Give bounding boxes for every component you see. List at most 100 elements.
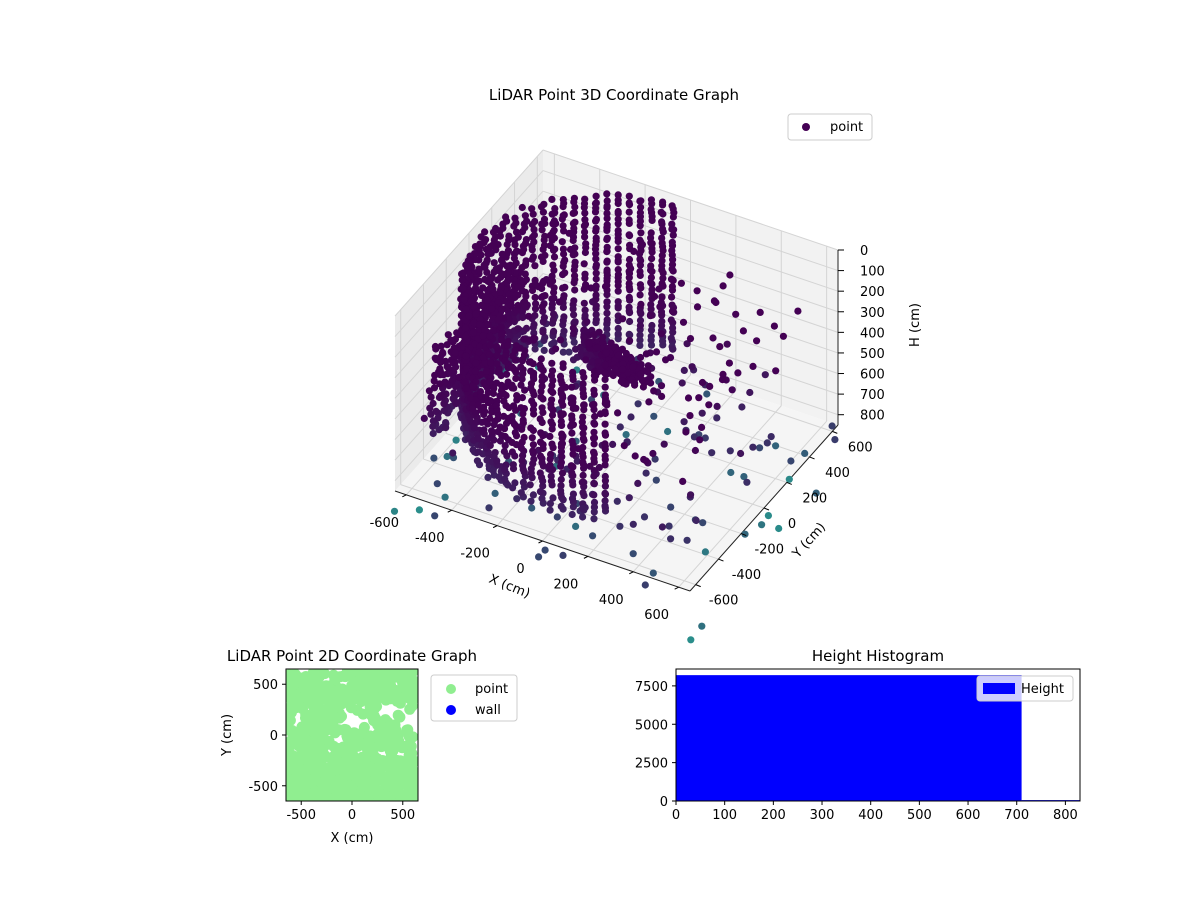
point-3d [502,352,510,360]
point-3d [658,234,666,242]
point-3d [517,363,525,371]
point-3d [590,467,598,475]
y-tick-mark-3d [786,481,792,485]
point-3d [531,345,539,353]
point-3d [625,192,633,200]
point-3d [601,502,609,510]
point-3d [626,337,634,345]
point-3d [592,199,600,207]
point-3d [614,191,622,199]
point-3d [668,282,677,291]
point-3d [466,417,474,425]
point-3d [505,315,513,323]
point-3d [592,192,600,200]
point-3d [592,311,600,319]
point-3d [603,221,611,229]
legend-histogram: Height [976,675,1074,702]
point-3d [603,197,611,205]
y-tick-mark-3d [809,456,815,460]
point-3d [647,326,656,334]
point-3d [743,478,751,486]
point-3d [705,401,713,409]
point-3d [614,335,622,343]
point-3d [647,234,655,242]
point-3d [651,455,659,463]
point-3d [512,219,520,227]
y-tick-label-3d: -200 [754,543,784,558]
point-3d [426,404,434,412]
point-3d [659,337,667,345]
x-tick-mark-3d [674,586,679,590]
point-3d [625,494,633,502]
point-3d [541,219,549,228]
point-3d [601,489,609,497]
point-3d [530,238,538,246]
y-tick-label-3d: -400 [732,568,762,583]
point-3d [518,457,526,465]
point-3d [494,428,502,436]
point-3d [537,387,545,395]
point-3d [667,316,675,324]
point-3d [592,255,600,263]
legend-2d-wall-marker [446,705,456,715]
chart-3d-title: LiDAR Point 3D Coordinate Graph [489,86,739,104]
point-3d [547,477,556,485]
point-2d [334,671,346,683]
point-3d [636,261,645,269]
point-3d [603,266,611,274]
point-3d [761,371,769,379]
point-3d [613,497,621,505]
point-3d [636,197,644,205]
x-tick-label-3d: -200 [460,547,490,562]
point-3d [669,324,677,332]
point-3d [541,546,549,554]
point-3d [550,226,558,234]
x-tick-mark-3d [492,525,498,529]
point-3d [441,493,449,501]
point-3d [590,428,598,436]
point-3d [625,199,633,207]
point-2d [378,775,390,786]
point-3d [499,224,507,232]
point-3d [592,224,600,232]
point-3d [492,233,500,241]
point-3d [629,550,637,558]
point-3d [480,403,488,411]
point-3d [550,310,558,318]
point-3d [469,382,477,390]
point-3d [669,213,678,221]
point-3d [540,346,548,354]
point-3d [546,432,554,440]
point-3d [636,281,645,289]
point-2d [402,780,414,792]
point-3d [557,502,565,510]
point-3d [559,363,567,372]
point-3d [538,494,546,503]
point-3d [677,279,686,287]
point-3d [727,468,735,477]
point-3d [659,198,667,206]
point-3d [491,489,499,497]
point-3d [476,343,484,351]
lidar-2d-chart: LiDAR Point 2D Coordinate Graph -500 0 500… [220,647,518,846]
point-3d [527,367,535,375]
point-3d [579,449,587,457]
point-3d [580,333,588,341]
point-3d [517,404,525,412]
y-tick-label-hist: 7500 [635,680,668,695]
point-3d [590,440,598,448]
point-3d [508,412,516,420]
point-3d [495,473,503,481]
point-3d [570,194,579,202]
x-axis-label-2d: X (cm) [331,831,374,846]
point-3d [770,322,779,330]
point-3d [579,471,587,479]
point-3d [579,489,587,497]
point-3d [636,267,644,276]
point-2d [313,742,325,753]
point-3d [622,431,630,439]
point-3d [539,257,547,265]
point-3d [601,440,609,448]
point-3d [552,345,560,353]
point-3d [812,489,820,497]
